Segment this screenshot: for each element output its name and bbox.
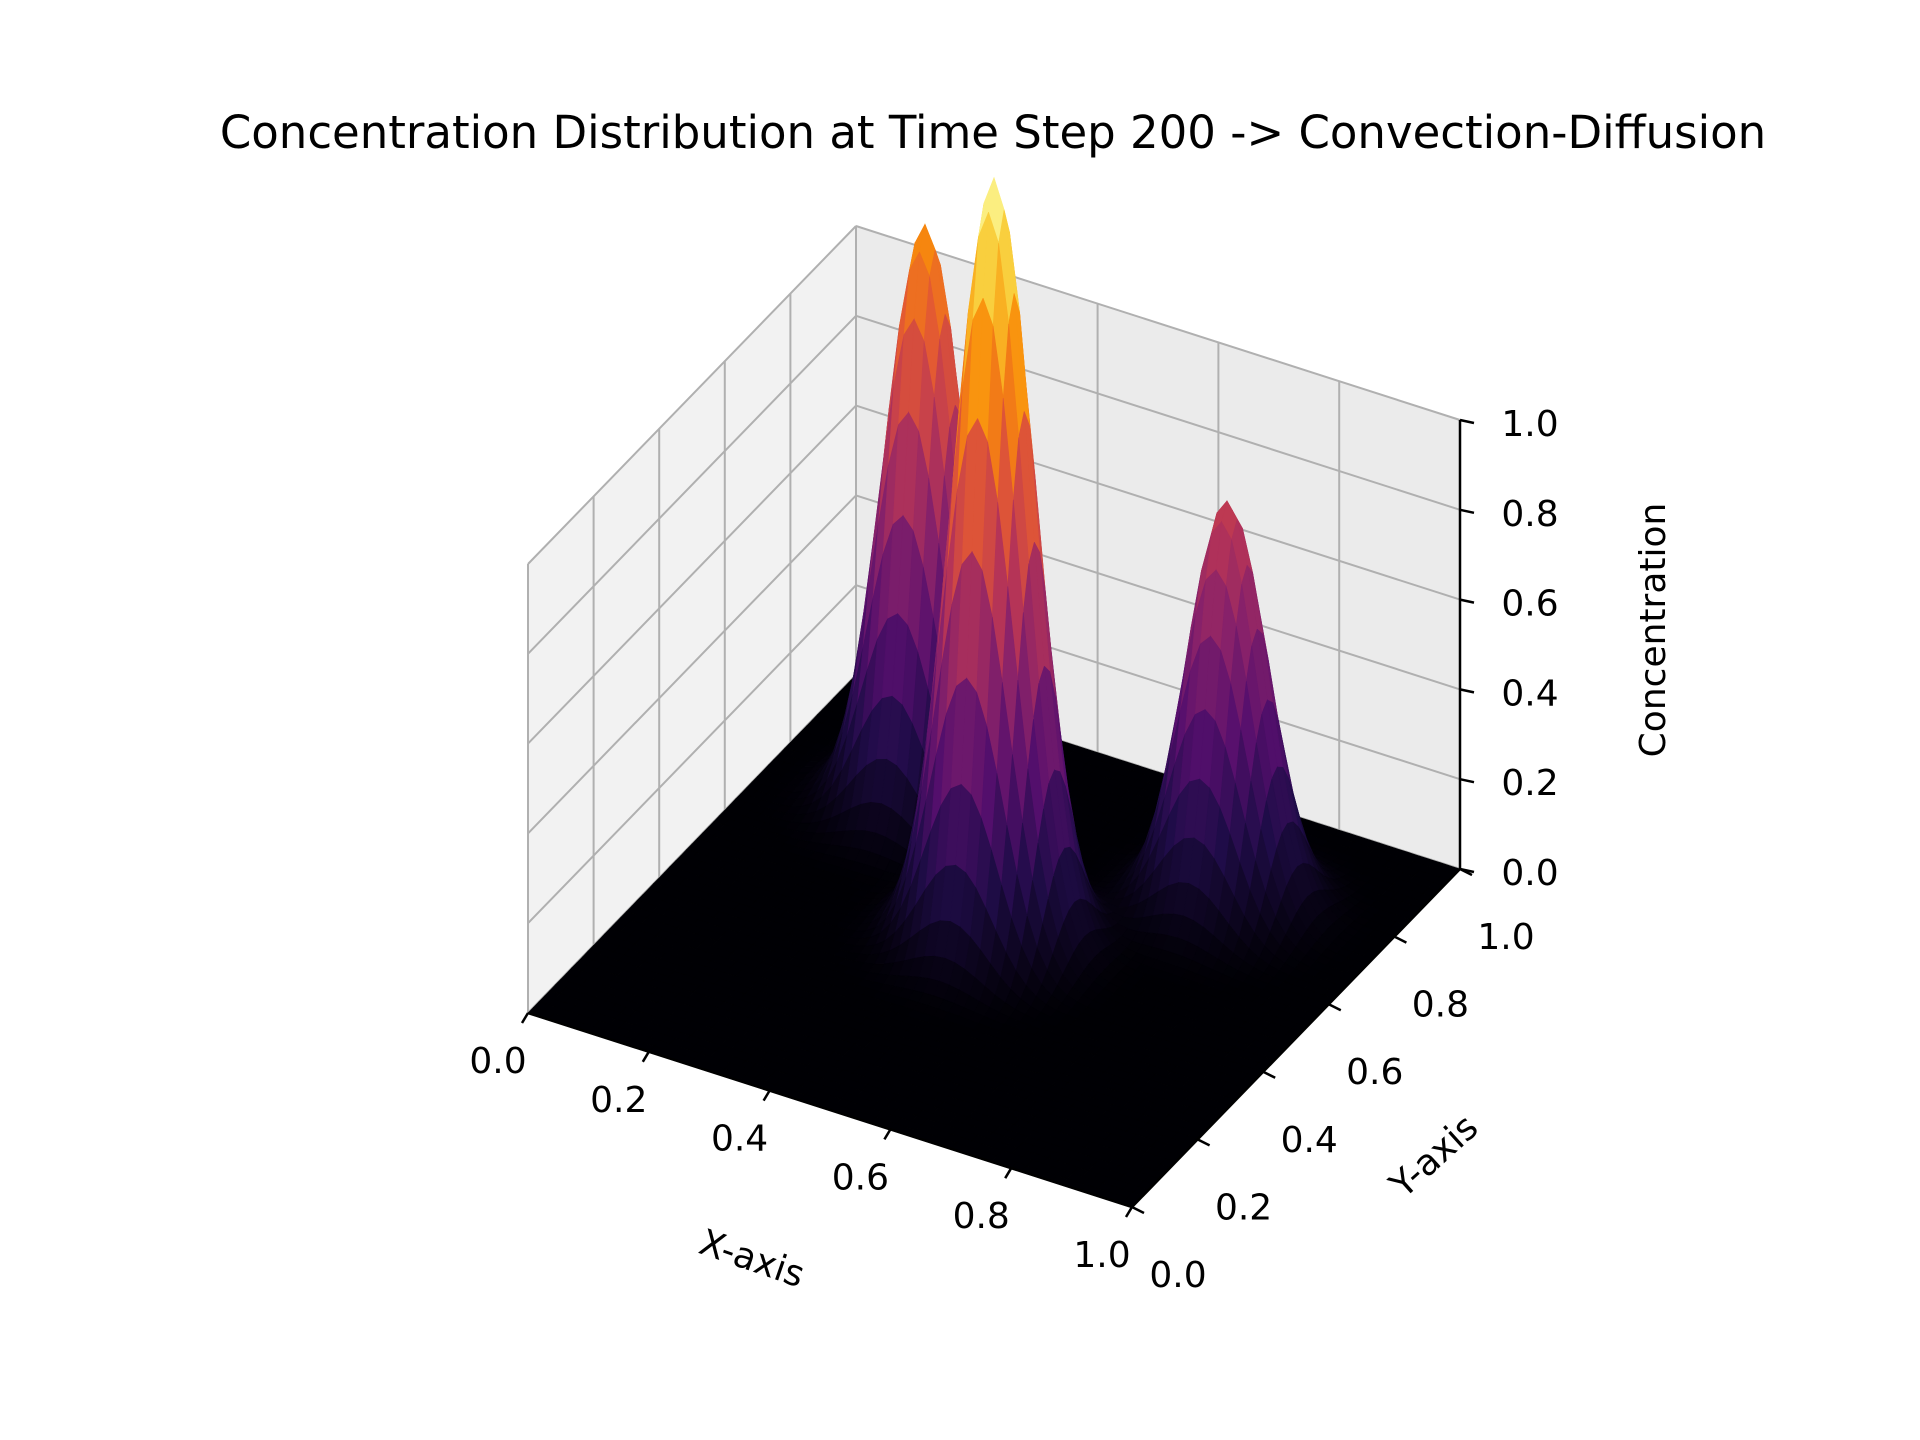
y-tick-mark [1328, 1003, 1342, 1012]
x-tick-mark [883, 1128, 892, 1141]
gridline-left-z [527, 584, 857, 924]
gridline-back-z [855, 314, 1461, 511]
z-axis-label: Concentration [1633, 503, 1674, 758]
z-tick-label: 0.2 [1501, 763, 1558, 804]
y-tick-label: 0.4 [1281, 1120, 1338, 1161]
y-tick-label: 0.8 [1412, 985, 1469, 1026]
x-tick-mark [1004, 1167, 1013, 1179]
z-tick-label: 0.4 [1501, 673, 1558, 714]
z-tick-mark [1459, 598, 1475, 604]
z-tick-mark [1459, 777, 1475, 784]
z-tick-mark [1459, 418, 1475, 425]
gridline-left-z [527, 315, 857, 655]
z-tick-label: 0.6 [1501, 584, 1558, 625]
x-tick-mark [641, 1051, 650, 1063]
y-tick-mark [1131, 1205, 1145, 1215]
x-tick-mark [762, 1089, 771, 1102]
chart-title: Concentration Distribution at Time Step … [220, 106, 1766, 159]
y-tick-label: 0.0 [1149, 1255, 1206, 1296]
y-tick-mark [1197, 1138, 1211, 1147]
x-tick-label: 0.2 [590, 1080, 647, 1121]
x-axis-label: X-axis [694, 1222, 809, 1296]
z-tick-label: 0.0 [1501, 853, 1558, 894]
z-tick-mark [1459, 688, 1475, 694]
y-tick-mark [1262, 1070, 1276, 1079]
y-tick-label: 0.2 [1215, 1187, 1272, 1228]
gridline-left-z [527, 494, 857, 835]
y-axis-line [1131, 868, 1461, 1208]
x-tick-label: 1.0 [1073, 1235, 1130, 1276]
z-tick-mark [1459, 867, 1475, 874]
y-tick-mark [1393, 935, 1407, 944]
y-tick-label: 1.0 [1477, 917, 1534, 958]
surface-plot [527, 176, 1461, 1208]
x-tick-label: 0.0 [469, 1041, 526, 1082]
axes: 0.00.20.40.60.81.0 0.00.20.40.60.81.00.00… [469, 404, 1558, 1296]
x-tick-label: 0.4 [711, 1119, 768, 1160]
x-tick-label: 0.8 [953, 1196, 1010, 1237]
y-axis-label: Y-axis [1382, 1107, 1487, 1207]
z-tick-label: 1.0 [1501, 404, 1558, 445]
x-tick-label: 0.6 [832, 1157, 889, 1198]
gridline-left-z [527, 225, 857, 565]
gridline-left-z [527, 404, 857, 745]
gridline-back-z [855, 225, 1461, 421]
z-tick-label: 0.8 [1501, 494, 1558, 535]
x-tick-mark [520, 1012, 530, 1024]
x-axis-line [527, 1011, 1133, 1209]
x-tick-mark [1124, 1206, 1134, 1218]
z-tick-mark [1459, 508, 1475, 515]
y-tick-label: 0.6 [1346, 1052, 1403, 1093]
